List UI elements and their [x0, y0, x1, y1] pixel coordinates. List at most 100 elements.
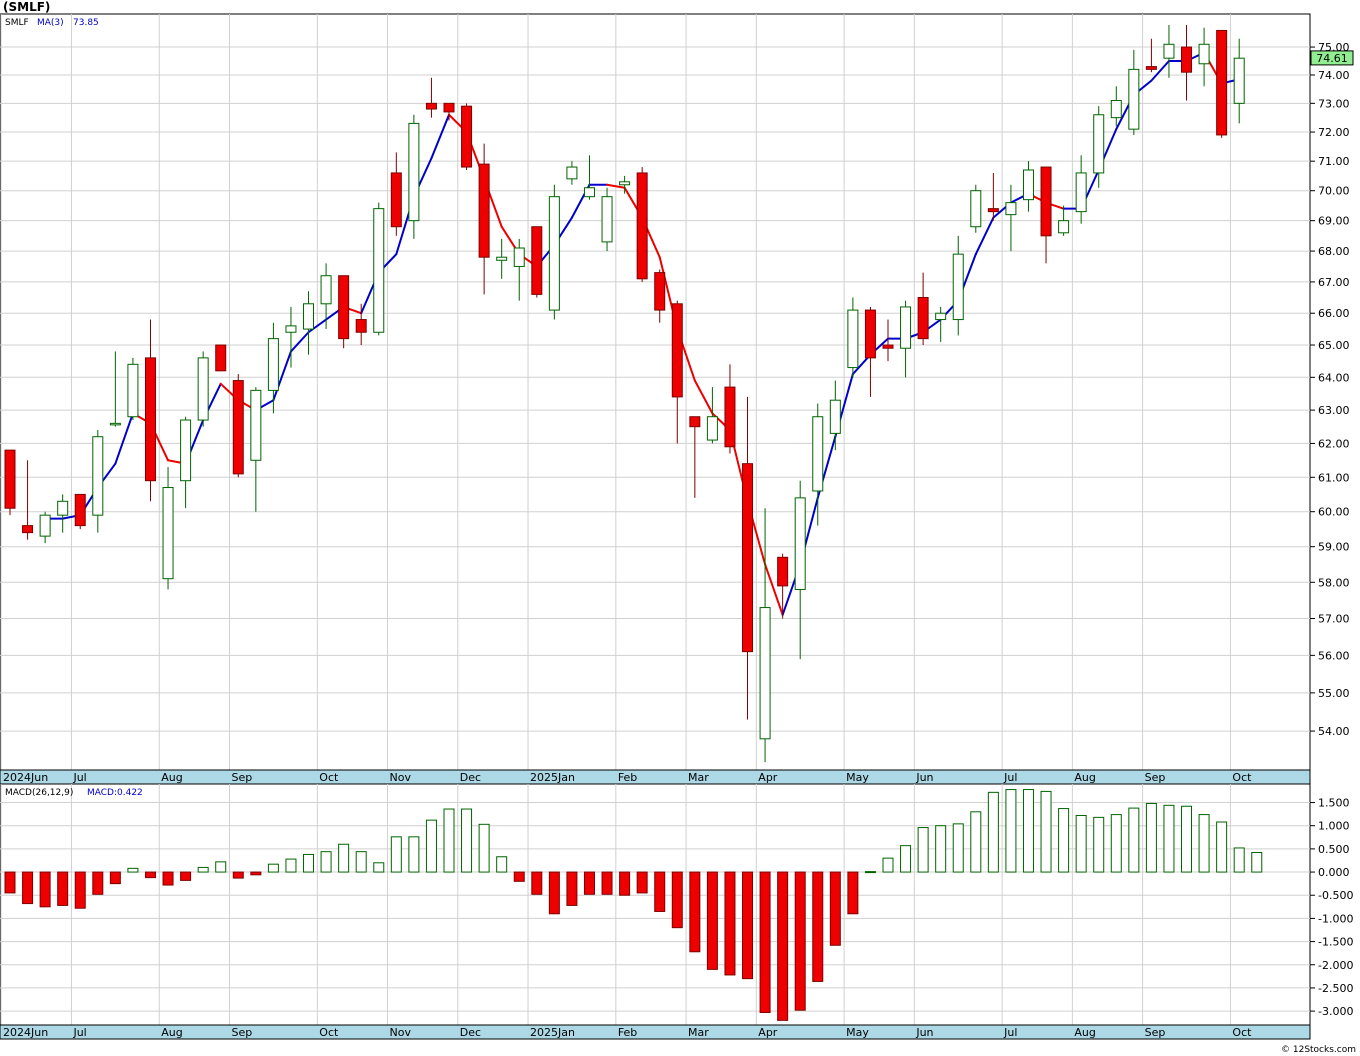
price-y-tick-label: 70.00: [1318, 185, 1350, 198]
candle-body: [759, 607, 771, 740]
price-x-axis-band: [0, 769, 1311, 785]
candle-up: [303, 291, 315, 355]
macd-bar-negative: [566, 871, 578, 906]
candle-body: [1022, 169, 1034, 201]
macd-gridlines: [0, 784, 1310, 1025]
last-price-badge: 74.61: [1310, 50, 1354, 66]
macd-bar-negative: [180, 871, 192, 881]
x-axis-label: Sep: [232, 771, 253, 784]
macd-bar-positive: [461, 808, 473, 873]
candle-down: [22, 460, 34, 540]
candle-up: [162, 467, 174, 590]
price-y-tick-label: 74.00: [1318, 69, 1350, 82]
x-axis-label: Oct: [319, 1026, 339, 1039]
candle-body: [1145, 66, 1157, 70]
candle-up: [829, 380, 841, 451]
price-y-tick-label: 63.00: [1318, 404, 1350, 417]
candle-down: [1216, 29, 1228, 138]
macd-bar-negative: [706, 871, 718, 970]
price-y-tick-label: 62.00: [1318, 437, 1350, 450]
macd-bar-negative: [22, 871, 34, 905]
candle-up: [1093, 106, 1105, 188]
x-axis-label: Aug: [1074, 1026, 1095, 1039]
candle-body: [127, 363, 139, 418]
macd-bar-negative: [531, 871, 543, 895]
macd-bar-positive: [425, 819, 437, 873]
candle-body: [390, 172, 402, 228]
candle-body: [215, 344, 227, 372]
candle-up: [496, 238, 508, 279]
x-axis-label: Dec: [460, 771, 481, 784]
macd-bar-positive: [935, 825, 947, 873]
candle-body: [1093, 114, 1105, 174]
candle-up: [812, 403, 824, 526]
macd-bar-positive: [215, 861, 227, 873]
candle-down: [531, 226, 543, 298]
macd-bars: [4, 789, 1263, 1021]
candle-up: [706, 387, 718, 444]
macd-y-tick-label: -1.500: [1318, 936, 1353, 949]
macd-bar-negative: [583, 871, 595, 895]
candle-up: [39, 511, 51, 544]
candle-down: [882, 319, 894, 362]
candle-body: [619, 181, 631, 186]
candle-body: [513, 247, 525, 267]
x-axis-label: 2024Jun: [3, 771, 48, 784]
candle-body: [162, 487, 174, 580]
macd-y-tick-label: -2.500: [1318, 982, 1353, 995]
macd-bar-negative: [742, 871, 754, 980]
price-y-tick-label: 59.00: [1318, 541, 1350, 554]
macd-bar-negative: [4, 871, 16, 894]
candle-body: [987, 208, 999, 213]
macd-bar-positive: [496, 856, 508, 873]
candle-body: [303, 303, 315, 330]
macd-bar-positive: [1216, 821, 1228, 873]
x-axis-label: Apr: [758, 1026, 778, 1039]
macd-bar-positive: [1058, 808, 1070, 873]
candle-body: [706, 416, 718, 441]
macd-y-tick-label: 1.500: [1318, 797, 1350, 810]
candle-down: [1181, 24, 1193, 101]
candle-up: [970, 184, 982, 233]
watermark: © 12Stocks.com: [1281, 1045, 1356, 1055]
x-axis-label: Sep: [1145, 1026, 1166, 1039]
price-panel: 54.00 55.00 56.00 57.00 58.00 59.00 60.00 61.00…: [0, 13, 1354, 771]
candle-body: [952, 253, 964, 321]
candle-body: [338, 275, 350, 340]
candle-up: [513, 238, 525, 301]
macd-panel: 1.500 1.000 0.500 0.000 -0.500 -1.000 -1.500 -2…: [0, 783, 1353, 1026]
x-axis-label: May: [846, 1026, 869, 1039]
candle-body: [724, 386, 736, 448]
candle-up: [1163, 24, 1175, 78]
candle-body: [812, 416, 824, 492]
macd-bar-positive: [408, 836, 420, 873]
price-y-tick-label: 55.00: [1318, 687, 1350, 700]
macd-bar-positive: [1022, 789, 1034, 873]
macd-bar-positive: [478, 823, 490, 873]
candle-body: [1005, 202, 1017, 216]
candle-body: [425, 102, 437, 110]
candle-up: [373, 202, 385, 336]
candle-body: [742, 463, 754, 653]
x-axis-label: Jun: [915, 771, 933, 784]
candle-body: [548, 196, 560, 311]
candle-body: [566, 166, 578, 180]
x-axis-label: Jul: [72, 1026, 86, 1039]
macd-bar-positive: [267, 863, 279, 873]
macd-bar-positive: [1163, 804, 1175, 873]
candle-body: [57, 500, 69, 516]
candle-body: [935, 312, 947, 321]
ma3-segment: [764, 563, 784, 616]
candle-down: [1145, 38, 1157, 73]
candle-up: [127, 357, 139, 421]
x-axis-label: Sep: [232, 1026, 253, 1039]
macd-bar-positive: [373, 862, 385, 873]
candle-up: [320, 263, 332, 330]
x-axis-label: Feb: [618, 1026, 637, 1039]
candle-body: [531, 226, 543, 295]
candle-body: [777, 556, 789, 587]
candle-up: [1110, 86, 1122, 127]
candle-body: [4, 449, 16, 509]
x-axis-label: Jul: [72, 771, 86, 784]
candle-down: [742, 396, 754, 720]
